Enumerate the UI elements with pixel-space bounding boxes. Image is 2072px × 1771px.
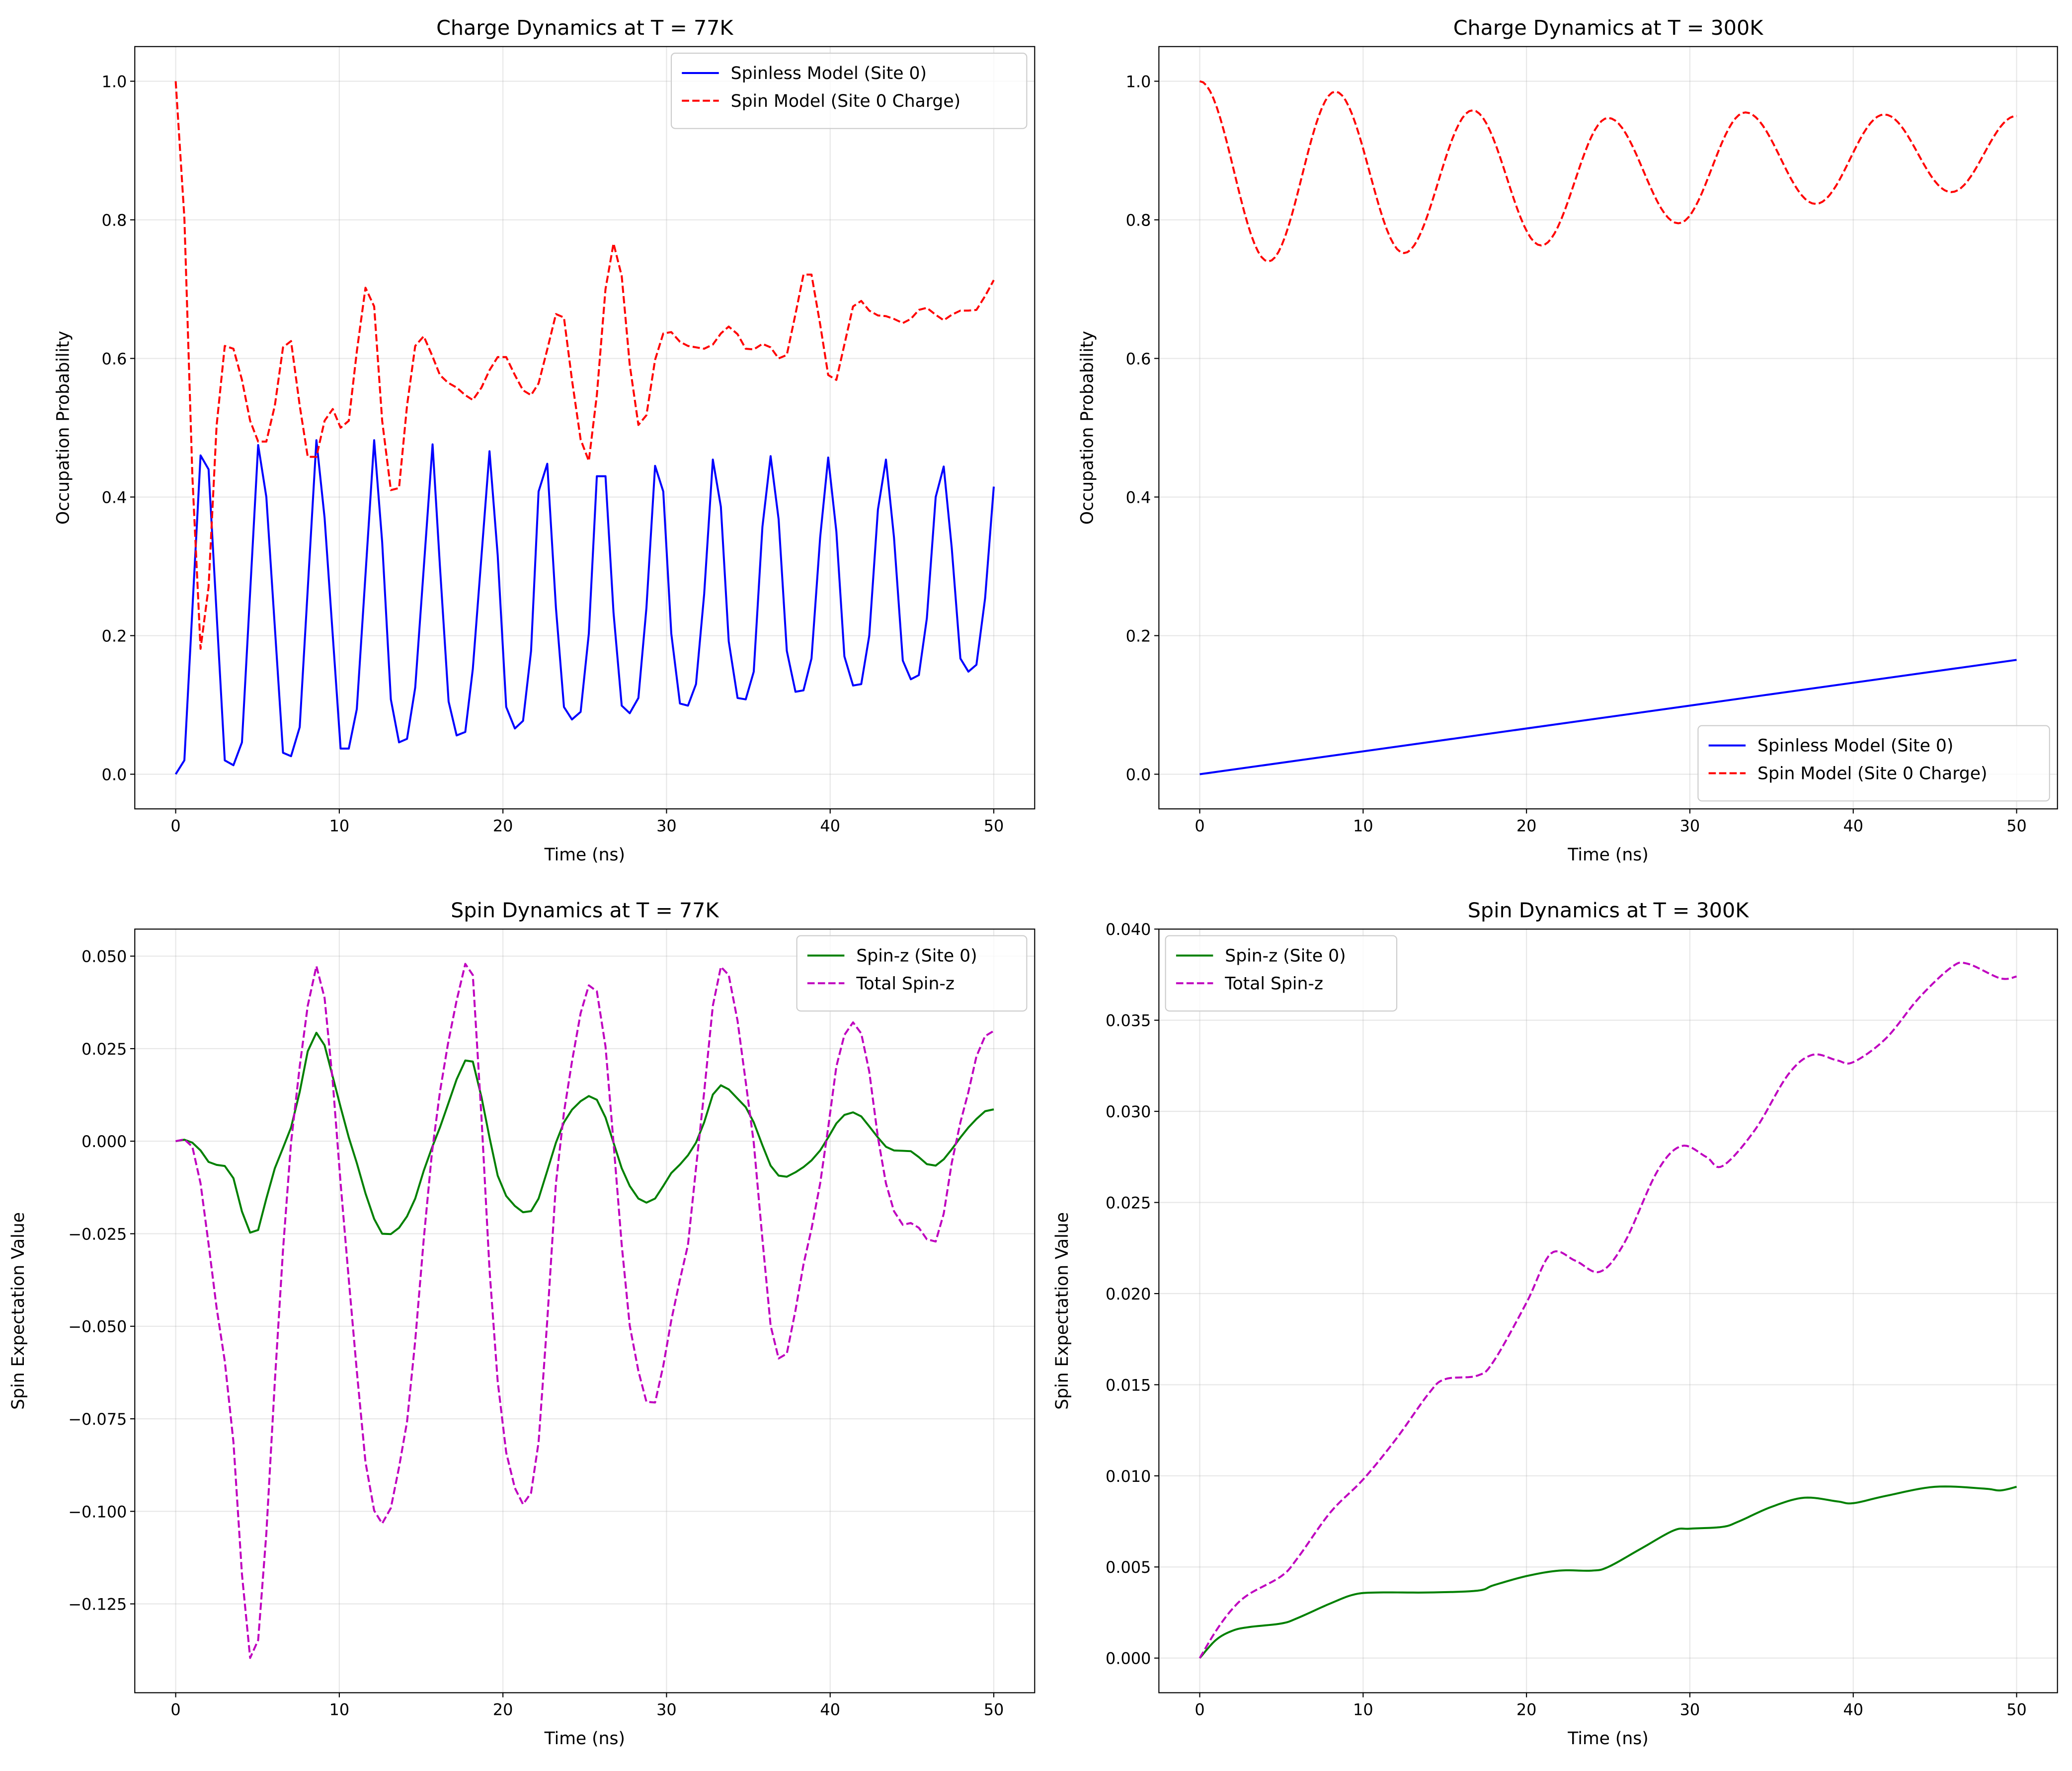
y-tick-label: 1.0 [102, 72, 127, 91]
subplot-3: 0 10 20 30 40 50 −0.125 −0.100 −0.075 −0.050 −0.02… [8, 898, 1036, 1749]
series-line-1 [1199, 659, 2017, 775]
subplot-2: 0 10 20 30 40 50 0.0 0.2 0.4 0.6 0.8 1.0 Charge Dyna… [1077, 16, 2058, 865]
y-tick-label: 0.010 [1106, 1467, 1151, 1486]
series-line-2 [1198, 961, 2017, 1659]
legend-label: Total Spin-z [1224, 974, 1323, 994]
series-line-1 [175, 1031, 994, 1235]
axes-frame [1158, 928, 2058, 1694]
x-tick-label: 50 [984, 816, 1004, 835]
x-axis-label: Time (ns) [1567, 845, 1648, 865]
y-tick-label: −0.125 [68, 1595, 127, 1614]
legend: Spinless Model (Site 0) Spin Model (Site … [670, 52, 1028, 129]
series-line-2 [174, 81, 995, 650]
y-tick-label: 0.005 [1106, 1558, 1151, 1577]
x-tick-label: 20 [493, 1700, 513, 1719]
y-tick-label: 0.025 [1106, 1194, 1151, 1213]
y-axis-label: Occupation Probability [1077, 331, 1097, 525]
chart-title: Charge Dynamics at T = 77K [436, 16, 733, 40]
series-line-1 [174, 439, 995, 775]
legend-label: Spinless Model (Site 0) [731, 64, 927, 83]
x-tick-label: 30 [656, 1700, 677, 1719]
x-tick-label: 10 [329, 816, 350, 835]
chart-title: Spin Dynamics at T = 77K [451, 898, 719, 922]
subplot-1: 0 10 20 30 40 50 0.0 0.2 0.4 0.6 0.8 1.0 Charge Dyna… [53, 16, 1036, 865]
legend: Spin-z (Site 0) Total Spin-z [1165, 935, 1398, 1012]
y-tick-label: 0.8 [102, 211, 127, 230]
x-tick-label: 50 [984, 1700, 1004, 1719]
legend: Spinless Model (Site 0) Spin Model (Site … [1697, 725, 2050, 802]
y-tick-label: 0.2 [102, 626, 127, 645]
x-tick-label: 40 [820, 1700, 840, 1719]
chart-title: Charge Dynamics at T = 300K [1453, 16, 1763, 40]
legend-label: Spin-z (Site 0) [1225, 946, 1346, 966]
x-tick-label: 0 [170, 1700, 180, 1719]
y-tick-label: −0.100 [68, 1502, 127, 1521]
y-axis-label: Spin Expectation Value [1052, 1212, 1072, 1410]
x-tick-label: 40 [1843, 1700, 1863, 1719]
y-tick-label: 1.0 [1126, 72, 1151, 91]
x-tick-label: 50 [2006, 816, 2027, 835]
x-tick-label: 50 [2006, 1700, 2027, 1719]
legend-box [796, 935, 1028, 1012]
legend: Spin-z (Site 0) Total Spin-z [796, 935, 1028, 1012]
axes-frame [1158, 46, 2058, 810]
x-axis-label: Time (ns) [544, 1729, 625, 1749]
y-axis-label: Occupation Probability [53, 331, 73, 525]
x-tick-label: 20 [1516, 816, 1537, 835]
y-tick-label: −0.075 [68, 1410, 127, 1429]
y-tick-label: 0.2 [1126, 626, 1151, 645]
x-tick-label: 0 [1195, 1700, 1204, 1719]
y-tick-label: 0.6 [102, 349, 127, 368]
x-tick-label: 20 [1516, 1700, 1537, 1719]
y-tick-label: 0.020 [1106, 1285, 1151, 1304]
y-tick-label: 0.035 [1106, 1011, 1151, 1030]
x-axis-label: Time (ns) [1567, 1729, 1648, 1749]
legend-label: Spinless Model (Site 0) [1757, 736, 1953, 756]
legend-box [1697, 725, 2050, 802]
y-tick-label: 0.050 [81, 947, 127, 966]
x-tick-label: 10 [329, 1700, 350, 1719]
x-axis-label: Time (ns) [544, 845, 625, 865]
legend-box [1165, 935, 1398, 1012]
x-tick-label: 10 [1353, 1700, 1373, 1719]
legend-label: Spin Model (Site 0 Charge) [731, 91, 960, 111]
x-tick-label: 0 [1195, 816, 1204, 835]
y-tick-label: 0.025 [81, 1040, 127, 1059]
x-tick-label: 30 [1680, 816, 1700, 835]
axes-frame [134, 46, 1036, 810]
y-tick-label: 0.8 [1126, 211, 1151, 230]
subplot-4: 0 10 20 30 40 50 0.000 0.005 0.010 0.015 0.020 0.02… [1052, 898, 2058, 1749]
x-tick-label: 30 [1680, 1700, 1700, 1719]
series-line-1 [1199, 1485, 2017, 1659]
y-tick-label: 0.6 [1126, 349, 1151, 368]
axes-frame [134, 928, 1036, 1694]
y-tick-label: −0.050 [68, 1317, 127, 1336]
y-tick-label: −0.025 [68, 1225, 127, 1243]
y-axis-label: Spin Expectation Value [8, 1212, 28, 1410]
y-tick-label: 0.4 [102, 488, 127, 507]
y-tick-label: 0.030 [1106, 1102, 1151, 1121]
legend-label: Spin-z (Site 0) [856, 946, 977, 966]
y-tick-label: 0.000 [81, 1132, 127, 1151]
y-tick-label: 0.000 [1106, 1649, 1151, 1668]
y-tick-label: 0.015 [1106, 1376, 1151, 1394]
y-tick-label: 0.0 [102, 765, 127, 784]
x-tick-label: 0 [170, 816, 180, 835]
x-tick-label: 20 [493, 816, 513, 835]
chart-title: Spin Dynamics at T = 300K [1468, 898, 1749, 922]
legend-label: Spin Model (Site 0 Charge) [1757, 764, 1987, 783]
x-tick-label: 30 [656, 816, 677, 835]
y-tick-label: 0.4 [1126, 488, 1151, 507]
series-line-2 [175, 963, 995, 1659]
y-tick-label: 0.040 [1106, 920, 1151, 939]
legend-label: Total Spin-z [856, 974, 955, 994]
y-tick-label: 0.0 [1126, 765, 1151, 784]
x-tick-label: 10 [1353, 816, 1373, 835]
x-tick-label: 40 [820, 816, 840, 835]
x-tick-label: 40 [1843, 816, 1863, 835]
series-line-2 [1199, 80, 2017, 263]
legend-box [670, 52, 1028, 129]
